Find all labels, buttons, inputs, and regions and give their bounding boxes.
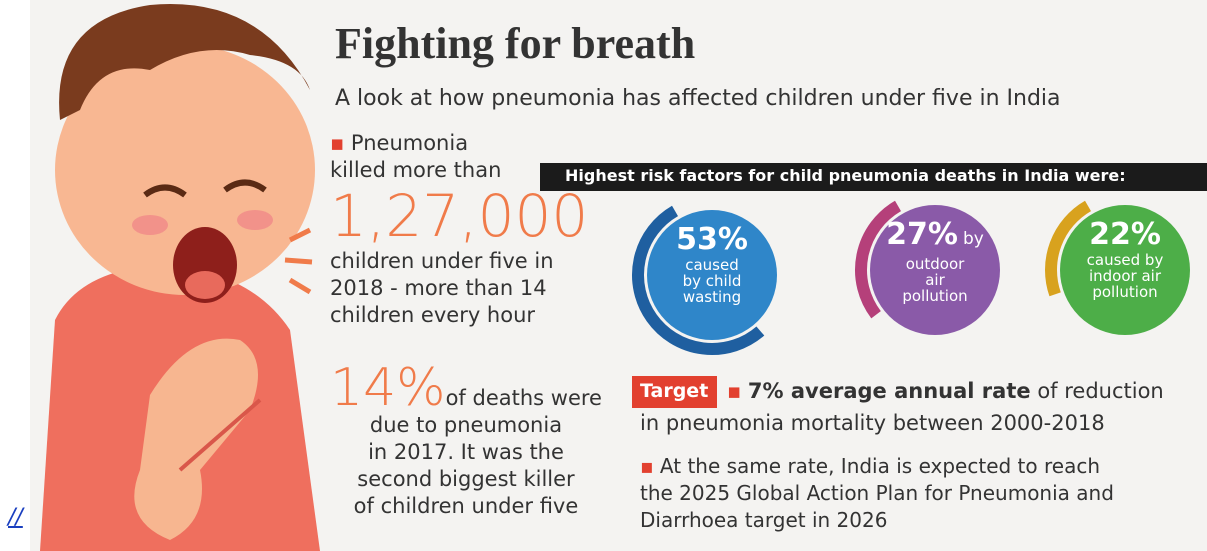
subtitle: A look at how pneumonia has affected chi…: [335, 86, 1061, 111]
description: by child: [647, 273, 777, 289]
description: wasting: [647, 289, 777, 305]
pct-line: 22%: [1060, 218, 1190, 252]
percent: 27%: [886, 217, 958, 252]
percent: 53%: [676, 222, 748, 257]
title: Fighting for breath: [335, 18, 695, 69]
pct-line: 53%: [647, 223, 777, 257]
text: second biggest killer: [330, 466, 602, 493]
suffix: by: [963, 229, 984, 249]
target-rest: of reduction: [1037, 379, 1163, 403]
text: 2018 - more than 14: [330, 275, 588, 302]
note: Diarrhoea target in 2026: [640, 507, 1114, 534]
target-text: ▪ 7% average annual rate of reduction: [727, 376, 1164, 406]
lead: Pneumonia: [351, 131, 468, 155]
block1: ▪ Pneumonia killed more than 1,27,000 ch…: [330, 130, 588, 329]
target-bold: 7% average annual rate: [748, 379, 1031, 403]
text: in 2017. It was the: [330, 439, 602, 466]
text: children every hour: [330, 302, 588, 329]
lead-line: ▪ Pneumonia: [330, 130, 588, 157]
percent: 22%: [1089, 217, 1161, 252]
note: the 2025 Global Action Plan for Pneumoni…: [640, 480, 1114, 507]
margin: [0, 0, 30, 551]
description: pollution: [1060, 284, 1190, 300]
note: At the same rate, India is expected to r…: [660, 454, 1100, 478]
description: caused by: [1060, 252, 1190, 268]
figure: 14%: [330, 358, 446, 418]
target-tag: Target: [640, 380, 708, 402]
target-note: ▪ At the same rate, India is expected to…: [640, 453, 1114, 534]
description: air: [870, 272, 1000, 288]
tongue: [185, 271, 225, 299]
infographic: Fighting for breath A look at how pneumo…: [0, 0, 1207, 551]
description: indoor air: [1060, 268, 1190, 284]
banner-text: Highest risk factors for child pneumonia…: [565, 166, 1126, 185]
target-line2: in pneumonia mortality between 2000-2018: [640, 408, 1105, 438]
cheek: [237, 210, 273, 230]
pct-line: 27%by: [870, 218, 1000, 256]
link[interactable]: //: [8, 505, 23, 530]
cheek: [132, 215, 168, 235]
text: of deaths were: [446, 386, 602, 410]
description: outdoor: [870, 256, 1000, 272]
block2: 14%of deaths were due to pneumonia in 20…: [330, 375, 602, 520]
text: of children under five: [330, 493, 602, 520]
lead: killed more than: [330, 157, 588, 184]
text: due to pneumonia: [330, 412, 602, 439]
description: pollution: [870, 288, 1000, 304]
figure: 1,27,000: [330, 184, 588, 248]
description: caused: [647, 257, 777, 273]
text: children under five in: [330, 248, 588, 275]
